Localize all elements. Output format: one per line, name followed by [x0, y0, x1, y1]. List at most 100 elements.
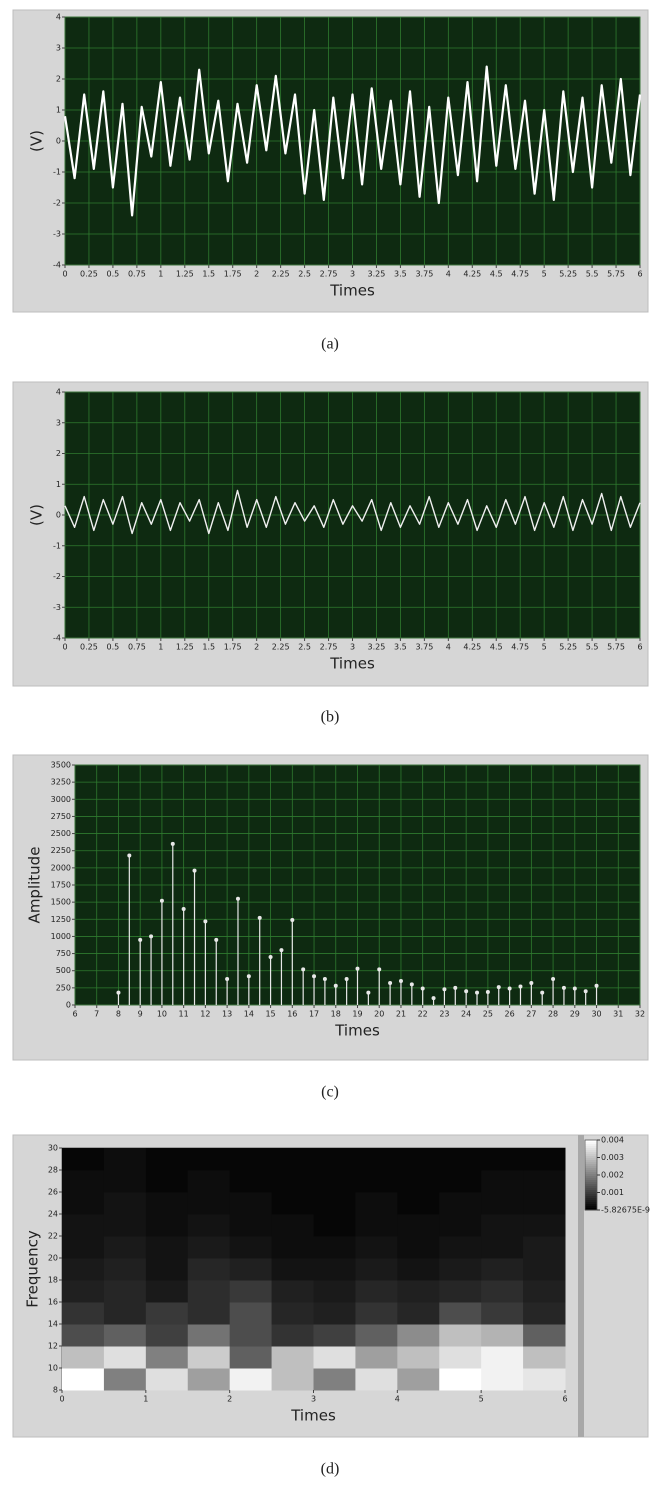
y-tick-label: -1: [53, 541, 61, 550]
stem-marker: [529, 981, 534, 986]
x-tick-label: 17: [309, 1010, 319, 1019]
x-tick-label: 16: [287, 1010, 297, 1019]
y-tick-label: 1: [56, 106, 61, 115]
colorbar-step: [585, 1154, 597, 1157]
heatmap-cell: [313, 1302, 356, 1325]
stem-marker: [214, 937, 219, 942]
heatmap-cell: [103, 1214, 147, 1237]
x-tick-label: 10: [157, 1010, 167, 1019]
x-tick-label: 1: [158, 270, 163, 279]
x-tick-label: 25: [483, 1010, 493, 1019]
x-tick-label: 0.5: [107, 643, 120, 652]
heatmap-cell: [229, 1192, 273, 1215]
heatmap-cell: [481, 1236, 524, 1259]
y-tick-label: 4: [56, 388, 61, 397]
heatmap-cell: [187, 1214, 231, 1237]
x-tick-label: 20: [374, 1010, 384, 1019]
heatmap-cell: [145, 1258, 189, 1281]
stem-marker: [475, 990, 480, 995]
colorbar-label: -5.82675E-9: [601, 1206, 650, 1215]
heatmap-cell: [229, 1214, 273, 1237]
heatmap-cell: [229, 1302, 273, 1325]
x-tick-label: 19: [352, 1010, 362, 1019]
x-tick-label: 1: [143, 1395, 148, 1404]
heatmap-cell: [481, 1280, 524, 1303]
heatmap-cell: [523, 1302, 566, 1325]
x-tick-label: 18: [331, 1010, 341, 1019]
x-tick-label: 3.5: [394, 643, 407, 652]
stem-marker: [398, 979, 403, 983]
colorbar-step: [585, 1158, 597, 1161]
y-tick-label: 1250: [51, 915, 71, 924]
stem-marker: [149, 934, 154, 939]
heatmap-cell: [355, 1258, 398, 1281]
heatmap-cell: [439, 1368, 482, 1391]
x-tick-label: 0.25: [80, 643, 98, 652]
heatmap-cell: [523, 1236, 566, 1259]
colorbar-step: [585, 1166, 597, 1169]
heatmap-cell: [313, 1192, 356, 1215]
colorbar-step: [585, 1202, 597, 1205]
heatmap-cell: [313, 1148, 356, 1171]
heatmap-cell: [439, 1280, 482, 1303]
colorbar-step: [585, 1194, 597, 1197]
x-tick-label: 1: [158, 643, 163, 652]
heatmap-cell: [313, 1280, 356, 1303]
heatmap-cell: [187, 1170, 231, 1193]
y-tick-label: 30: [48, 1144, 58, 1153]
heatmap-cell: [523, 1346, 566, 1369]
heatmap-cell: [397, 1258, 440, 1281]
heatmap-cell: [103, 1368, 147, 1391]
heatmap-cell: [397, 1346, 440, 1369]
heatmap-cell: [62, 1236, 105, 1259]
heatmap-cell: [229, 1148, 273, 1171]
y-tick-label: 1750: [51, 881, 71, 890]
heatmap-cell: [187, 1346, 231, 1369]
y-tick-label: 1500: [51, 898, 71, 907]
stem-marker: [355, 966, 360, 971]
x-tick-label: 0.75: [128, 643, 146, 652]
y-tick-label: -3: [53, 603, 61, 612]
colorbar-step: [585, 1168, 597, 1171]
colorbar-step: [585, 1176, 597, 1179]
stem-marker: [409, 982, 414, 987]
colorbar-step: [585, 1142, 597, 1145]
heatmap-cell: [103, 1324, 147, 1347]
heatmap-cell: [187, 1368, 231, 1391]
heatmap-cell: [62, 1170, 105, 1193]
x-tick-label: 0.5: [107, 270, 120, 279]
x-tick-label: 2.5: [298, 270, 311, 279]
heatmap-cell: [397, 1324, 440, 1347]
heatmap-cell: [313, 1346, 356, 1369]
y-tick-label: 3500: [51, 761, 71, 770]
heatmap-cell: [439, 1148, 482, 1171]
heatmap-cell: [355, 1346, 398, 1369]
heatmap-cell: [229, 1236, 273, 1259]
heatmap-cell: [355, 1368, 398, 1391]
heatmap-cell: [313, 1258, 356, 1281]
x-tick-label: 2.25: [272, 643, 290, 652]
colorbar-step: [585, 1146, 597, 1149]
heatmap-cell: [481, 1346, 524, 1369]
x-tick-label: 3: [350, 270, 355, 279]
heatmap-cell: [62, 1280, 105, 1303]
x-axis-label: Times: [334, 1022, 380, 1040]
x-tick-label: 30: [591, 1010, 601, 1019]
stem-marker: [518, 984, 523, 989]
stem-marker: [225, 976, 230, 981]
x-tick-label: 3: [311, 1395, 316, 1404]
x-tick-label: 5: [542, 643, 547, 652]
heatmap-cell: [62, 1192, 105, 1215]
heatmap-cell: [481, 1302, 524, 1325]
caption: (b): [321, 709, 340, 726]
y-tick-label: 0: [56, 511, 61, 520]
heatmap-cell: [355, 1302, 398, 1325]
heatmap-cell: [439, 1258, 482, 1281]
heatmap-cell: [187, 1280, 231, 1303]
caption: (d): [321, 1461, 340, 1478]
y-tick-label: 2500: [51, 829, 71, 838]
heatmap-cell: [313, 1368, 356, 1391]
y-tick-label: 12: [48, 1342, 58, 1351]
y-tick-label: 3250: [51, 778, 71, 787]
colorbar-step: [585, 1144, 597, 1147]
